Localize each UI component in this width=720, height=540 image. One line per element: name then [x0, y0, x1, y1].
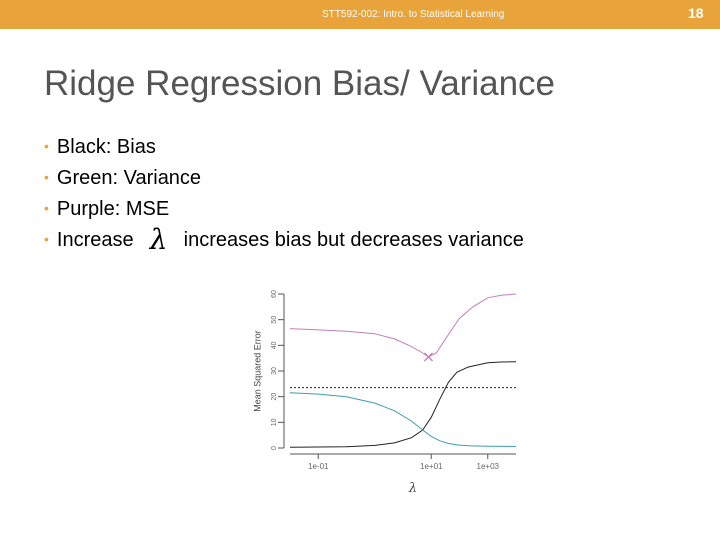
lambda-symbol: λ: [149, 223, 168, 256]
y-axis-label: Mean Squared Error: [252, 330, 262, 412]
x-axis-label: λ: [408, 481, 417, 496]
series-line-0: [289, 293, 517, 358]
x-tick-label: 1e-01: [308, 462, 329, 471]
bullet-dot-icon: •: [44, 200, 49, 216]
bullet-dot-icon: •: [44, 231, 49, 247]
bullet-item: • Black: Bias: [44, 132, 524, 163]
y-tick-label: 60: [271, 290, 278, 298]
y-tick-label: 0: [271, 446, 278, 450]
x-tick-label: 1e+01: [420, 462, 443, 471]
x-tick-label: 1e+03: [477, 462, 500, 471]
header-bar: STT592-002: Intro. to Statistical Learni…: [0, 0, 720, 29]
bullet-text: Green: Variance: [56, 167, 202, 189]
y-tick-label: 20: [271, 393, 278, 401]
min-mse-marker: ×: [422, 347, 435, 366]
y-tick-label: 30: [271, 367, 278, 375]
bullet-dot-icon: •: [44, 138, 49, 154]
series-line-2: [289, 392, 517, 447]
bullet-text: Purple: MSE: [56, 198, 170, 220]
bullet-item: • Green: Variance: [44, 163, 524, 194]
bullet-text-post: increases bias but decreases variance: [183, 229, 524, 251]
y-tick-label: 10: [271, 418, 278, 426]
y-tick-label: 40: [271, 341, 278, 349]
bullet-text: Black: Bias: [56, 136, 156, 158]
bullet-item: • Purple: MSE: [44, 194, 524, 225]
series-line-1: [289, 361, 517, 448]
page-number: 18: [688, 5, 704, 21]
bullet-text-pre: Increase: [56, 229, 134, 251]
course-title: STT592-002: Intro. to Statistical Learni…: [322, 9, 505, 20]
bullet-list: • Black: Bias • Green: Variance • Purple: M…: [44, 132, 524, 256]
ridge-bias-variance-chart: 0 10 20 30 40 50 60 1e-01 1e+01 1e+03 λ Mean Square…: [252, 290, 517, 496]
bullet-item: • Increase λ increases bias but decreases v…: [44, 225, 524, 256]
bullet-dot-icon: •: [44, 169, 49, 185]
slide-title: Ridge Regression Bias/ Variance: [44, 64, 556, 103]
y-tick-label: 50: [271, 316, 278, 324]
